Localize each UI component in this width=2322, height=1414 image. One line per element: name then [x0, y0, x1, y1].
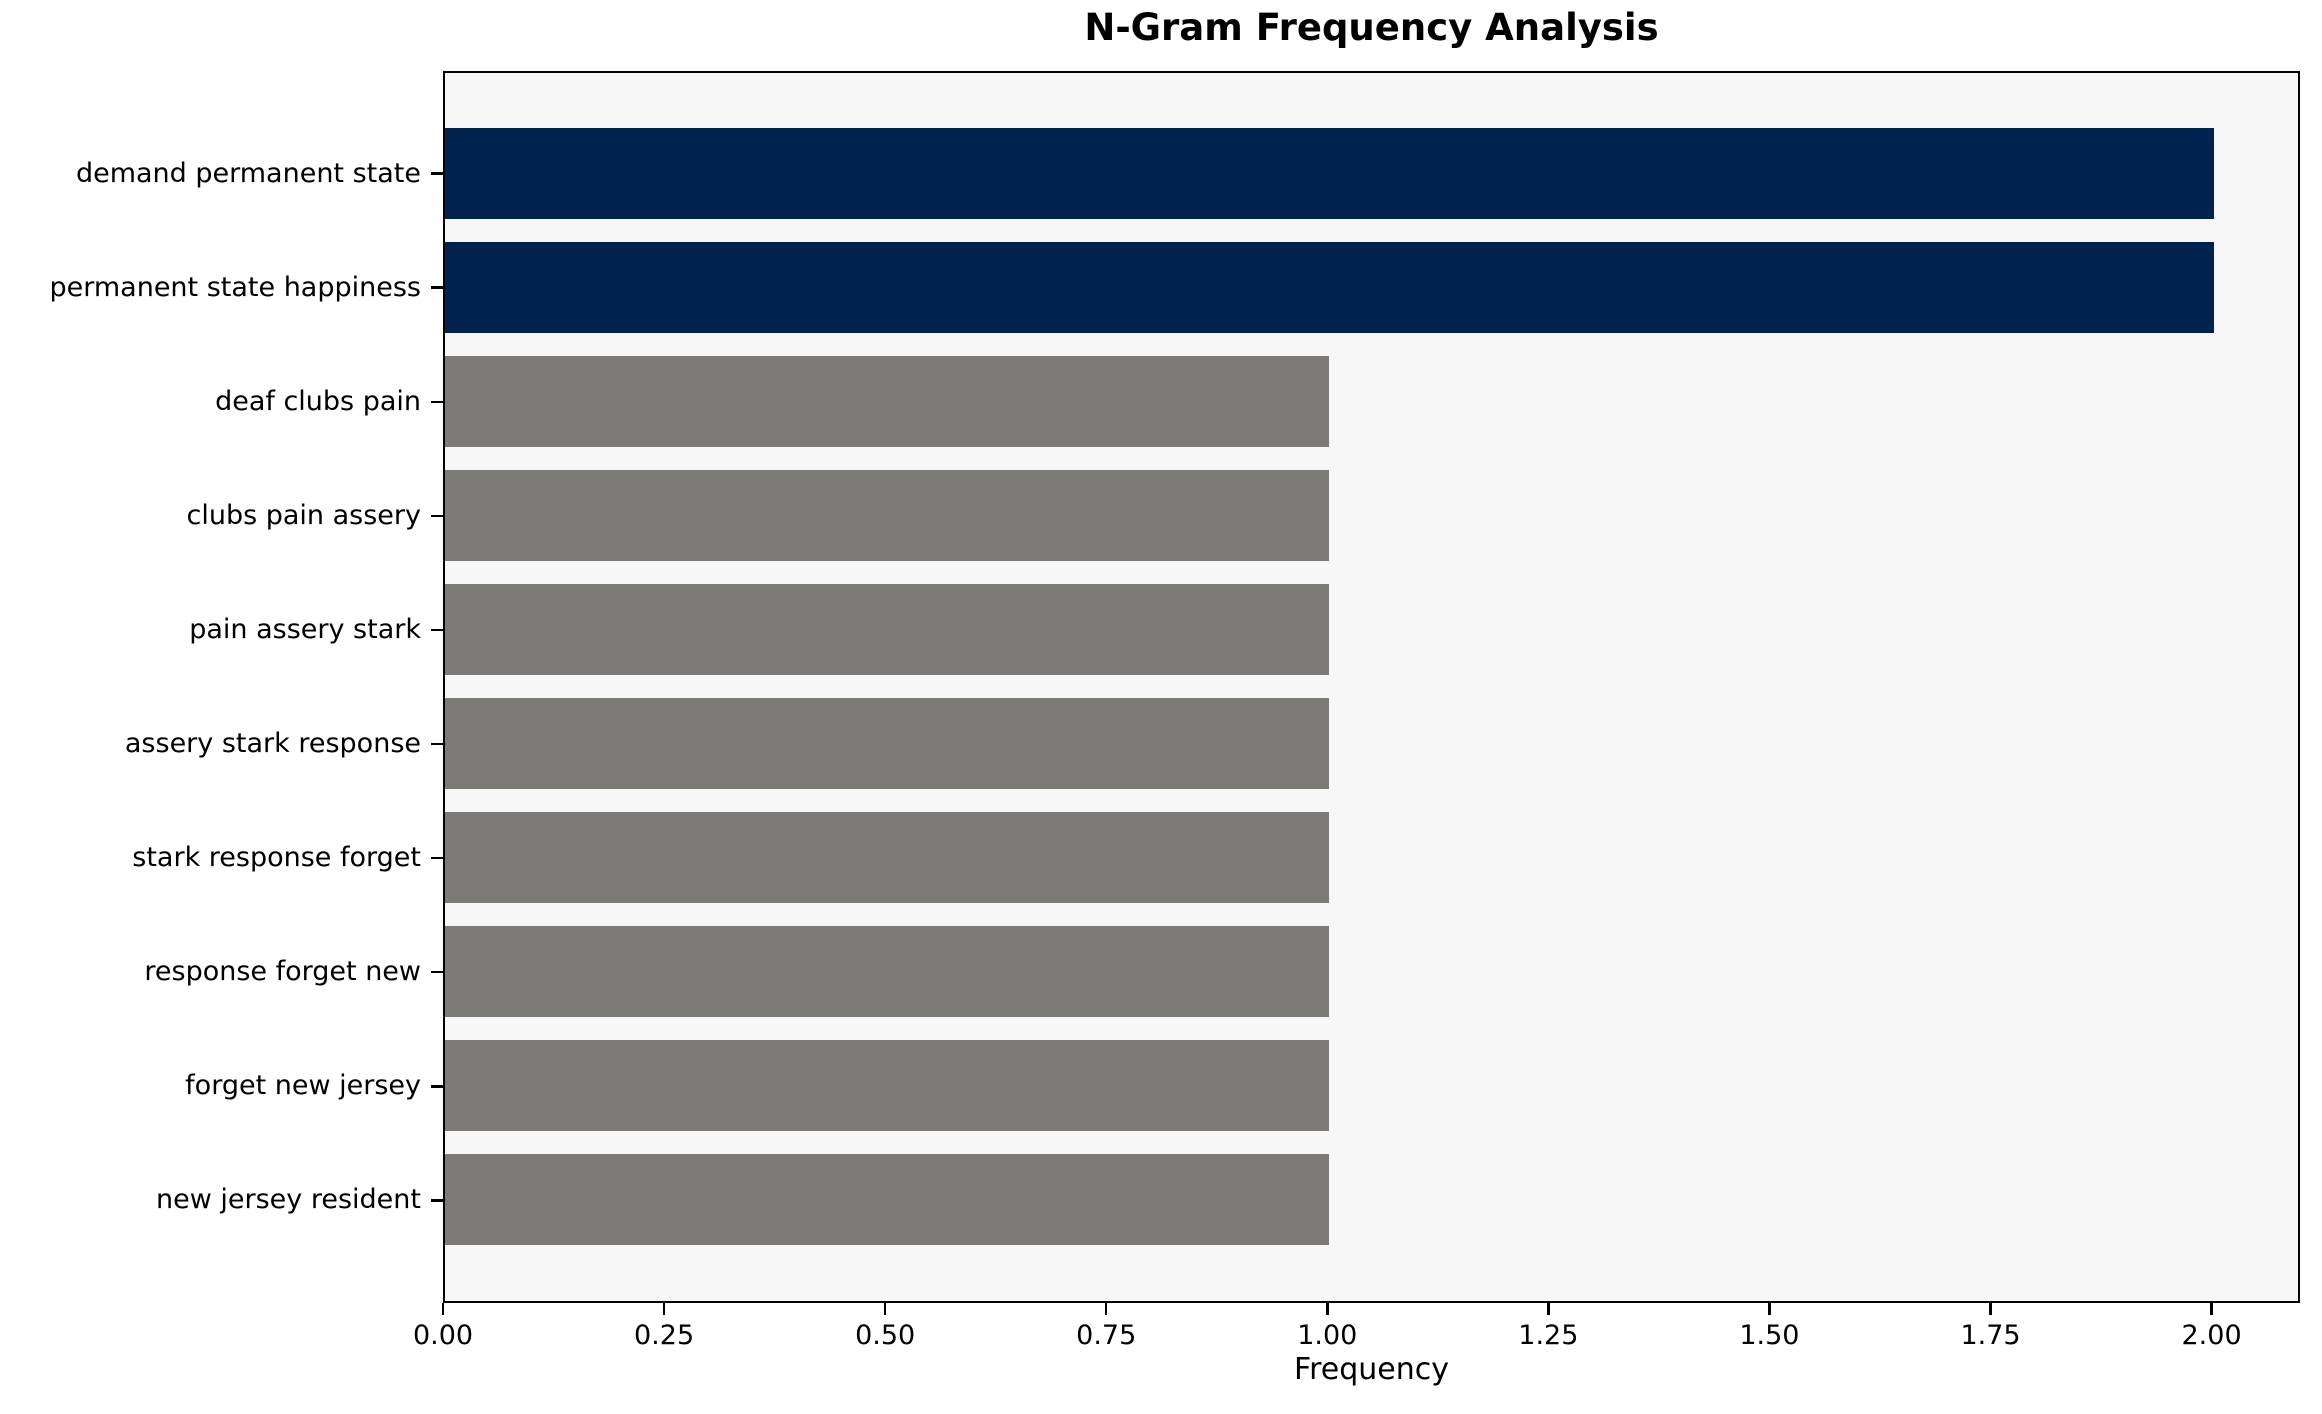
x-tick — [2210, 1303, 2213, 1315]
y-tick — [431, 742, 443, 746]
x-tick-label: 1.75 — [1960, 1320, 2021, 1351]
x-tick-label: 0.25 — [634, 1320, 695, 1351]
x-tick-label: 2.00 — [2181, 1320, 2242, 1351]
x-tick-label: 0.00 — [412, 1320, 474, 1351]
bar — [445, 926, 1330, 1018]
bar — [445, 697, 1330, 790]
bar — [445, 241, 2214, 333]
y-tick — [431, 1199, 443, 1202]
bar — [445, 811, 1330, 904]
y-tick-label: deaf clubs pain — [215, 385, 421, 417]
x-tick — [1989, 1303, 1992, 1315]
y-tick — [431, 172, 443, 175]
bar — [445, 583, 1330, 676]
y-tick — [431, 628, 443, 632]
y-tick-label: assery stark response — [124, 728, 421, 760]
x-tick-label: 1.50 — [1739, 1320, 1800, 1351]
x-tick — [1768, 1303, 1771, 1315]
y-tick — [431, 286, 443, 289]
y-tick — [431, 400, 443, 404]
y-tick-label: pain assery stark — [189, 613, 421, 645]
y-tick — [431, 856, 443, 860]
x-tick-label: 0.50 — [855, 1320, 916, 1351]
chart-title: N-Gram Frequency Analysis — [1084, 6, 1659, 49]
bar — [445, 1040, 1330, 1132]
x-tick-label: 1.25 — [1518, 1320, 1579, 1351]
x-tick — [1547, 1303, 1550, 1315]
x-tick — [441, 1303, 445, 1315]
y-tick — [431, 970, 443, 974]
y-tick-label: new jersey resident — [156, 1184, 421, 1216]
y-tick-label: forget new jersey — [185, 1070, 421, 1102]
y-tick-label: demand permanent state — [75, 157, 421, 189]
x-tick-label: 0.75 — [1076, 1320, 1137, 1351]
x-tick — [883, 1303, 887, 1315]
y-tick-label: permanent state happiness — [49, 271, 421, 303]
bar — [445, 1154, 1330, 1246]
bar — [445, 127, 2214, 219]
y-tick — [431, 514, 443, 518]
bar — [445, 355, 1330, 447]
x-tick — [662, 1303, 666, 1315]
y-tick — [431, 1085, 443, 1088]
x-axis-label: Frequency — [1294, 1352, 1449, 1387]
plot-area — [443, 71, 2300, 1303]
x-tick-label: 1.00 — [1297, 1320, 1358, 1351]
y-tick-label: stark response forget — [132, 842, 421, 874]
x-tick — [1104, 1303, 1108, 1315]
y-tick-label: response forget new — [144, 956, 421, 988]
y-tick-label: clubs pain assery — [186, 499, 422, 531]
bar — [445, 469, 1330, 561]
x-tick — [1326, 1303, 1329, 1315]
